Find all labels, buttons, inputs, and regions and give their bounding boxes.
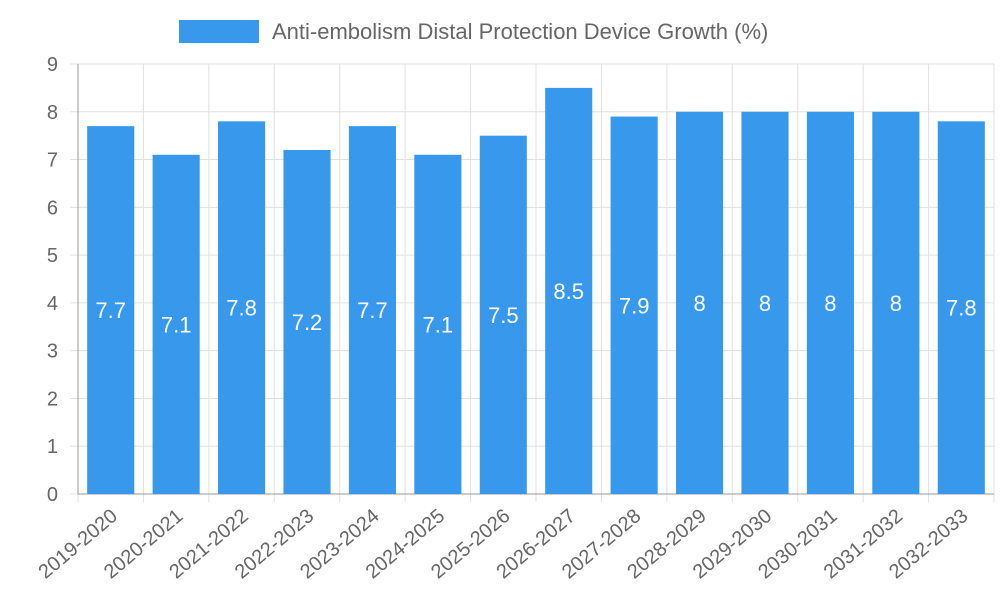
bar-value-label: 8 [693,291,705,316]
legend[interactable]: Anti-embolism Distal Protection Device G… [179,19,768,44]
bar[interactable] [937,121,985,494]
bar[interactable] [806,111,854,495]
bar-value-label: 8 [890,291,902,316]
y-tick-label: 7 [47,150,58,172]
bar-value-label: 7.8 [946,296,977,321]
bar[interactable] [545,87,593,494]
bar[interactable] [348,126,396,494]
bar[interactable] [479,135,527,494]
bars [87,87,985,495]
y-tick-label: 2 [47,388,58,410]
y-tick-label: 9 [47,54,58,76]
bar[interactable] [414,154,462,494]
bar[interactable] [218,121,266,494]
y-tick-label: 6 [47,197,58,219]
y-tick-label: 8 [47,102,58,124]
y-tick-label: 4 [47,293,58,315]
bar-value-label: 7.2 [292,310,323,335]
bar[interactable] [610,116,658,495]
legend-swatch [179,20,259,43]
y-tick-label: 1 [47,436,58,458]
x-axis-ticks: 2019-20202020-20212021-20222022-20232023… [35,505,973,583]
bar[interactable] [741,111,789,495]
bar[interactable] [87,126,135,494]
y-axis-ticks: 0 1 2 3 4 5 6 7 8 9 [47,54,58,506]
y-tick-label: 3 [47,341,58,363]
bar-value-label: 7.7 [357,298,388,323]
bar-value-label: 7.7 [95,298,126,323]
bar-value-label: 7.1 [161,312,192,337]
bar-labels: 7.7 7.1 7.8 7.2 7.7 7.1 7.5 8.5 7.9 8 8 8 8 7.8 [95,279,976,337]
bar-value-label: 7.5 [488,303,519,328]
bar[interactable] [283,150,331,494]
bar-value-label: 7.1 [423,312,454,337]
bar-value-label: 8.5 [553,279,584,304]
bar-value-label: 7.9 [619,293,650,318]
legend-label: Anti-embolism Distal Protection Device G… [272,19,768,44]
y-tick-label: 0 [47,484,58,506]
bar[interactable] [676,111,724,495]
bar[interactable] [872,111,920,495]
grid [70,63,995,502]
bar-value-label: 8 [759,291,771,316]
bar-value-label: 7.8 [226,296,257,321]
bar[interactable] [152,154,200,494]
y-tick-label: 5 [47,245,58,267]
bar-value-label: 8 [824,291,836,316]
